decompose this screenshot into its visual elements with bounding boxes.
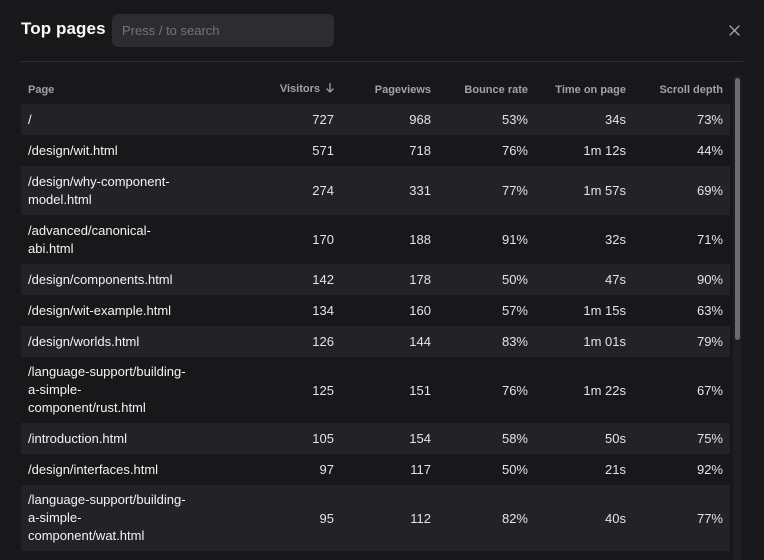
cell-scroll-depth: 90% (696, 272, 723, 287)
cell-bounce-rate: 50% (501, 462, 528, 477)
column-header-bounce-rate[interactable]: Bounce rate (464, 83, 528, 96)
cell-time-on-page: 47s (605, 272, 626, 287)
cell-page[interactable]: /design/wit-example.html (28, 302, 172, 318)
cell-pageviews: 117 (410, 462, 431, 477)
cell-time-on-page: 34s (605, 112, 626, 127)
table-row[interactable]: /language-support/building-a-simple-comp… (21, 357, 730, 423)
cell-visitors: 125 (312, 382, 334, 398)
cell-scroll-depth: 92% (696, 462, 723, 477)
cell-scroll-depth: 73% (696, 112, 723, 127)
cell-pageviews: 154 (409, 431, 431, 446)
column-header-pageviews[interactable]: Pageviews (374, 83, 431, 96)
cell-pageviews: 331 (409, 183, 431, 198)
cell-bounce-rate: 83% (501, 334, 528, 349)
cell-page[interactable]: / (28, 111, 32, 127)
close-button[interactable] (727, 23, 741, 37)
table-row[interactable]: /design/wit-example.html 134 160 57% 1m 15s 6… (21, 295, 730, 326)
cell-pageviews: 178 (409, 272, 431, 287)
cell-scroll-depth: 44% (696, 143, 723, 158)
top-pages-table: Page Visitors Pageviews Bounce rate Time… (21, 75, 730, 551)
cell-page[interactable]: /language-support/building-a-simple-comp… (28, 492, 186, 543)
cell-page[interactable]: /advanced/canonical-abi.html (28, 222, 151, 256)
table-row[interactable]: /design/worlds.html 126 144 83% 1m 01s 79% (21, 326, 730, 357)
cell-page[interactable]: /design/components.html (28, 271, 173, 287)
cell-visitors: 571 (312, 143, 334, 158)
table-row[interactable]: /design/wit.html 571 718 76% 1m 12s 44% (21, 135, 730, 166)
column-header-scroll-depth[interactable]: Scroll depth (659, 83, 723, 96)
cell-time-on-page: 1m 15s (583, 303, 626, 318)
cell-pageviews: 144 (409, 334, 431, 349)
cell-page[interactable]: /design/interfaces.html (28, 461, 159, 477)
cell-time-on-page: 1m 57s (583, 183, 626, 198)
scrollbar-thumb[interactable] (735, 78, 740, 340)
cell-page[interactable]: /introduction.html (28, 430, 127, 446)
cell-scroll-depth: 71% (696, 232, 723, 247)
cell-scroll-depth: 77% (696, 510, 723, 526)
cell-scroll-depth: 67% (696, 382, 723, 398)
table-row[interactable]: /introduction.html 105 154 58% 50s 75% (21, 423, 730, 454)
cell-bounce-rate: 58% (501, 431, 528, 446)
cell-visitors: 126 (312, 334, 334, 349)
cell-visitors: 170 (312, 232, 334, 247)
header-divider (21, 61, 743, 62)
cell-time-on-page: 1m 22s (583, 382, 626, 398)
cell-bounce-rate: 76% (501, 382, 528, 398)
cell-pageviews: 718 (409, 143, 431, 158)
table-header-row: Page Visitors Pageviews Bounce rate Time… (21, 75, 730, 104)
cell-bounce-rate: 57% (501, 303, 528, 318)
cell-scroll-depth: 63% (696, 303, 723, 318)
cell-visitors: 274 (312, 183, 334, 198)
cell-visitors: 105 (312, 431, 334, 446)
cell-time-on-page: 1m 01s (583, 334, 626, 349)
column-header-time-on-page[interactable]: Time on page (555, 83, 626, 96)
cell-bounce-rate: 77% (501, 183, 528, 198)
cell-visitors: 134 (312, 303, 334, 318)
cell-bounce-rate: 53% (501, 112, 528, 127)
cell-visitors: 97 (319, 462, 334, 477)
cell-visitors: 727 (312, 112, 334, 127)
table-row[interactable]: /design/why-component-model.html 274 331 77… (21, 166, 730, 215)
cell-pageviews: 968 (409, 112, 431, 127)
cell-time-on-page: 1m 12s (583, 143, 626, 158)
table-row[interactable]: /design/components.html 142 178 50% 47s 90% (21, 264, 730, 295)
cell-bounce-rate: 82% (501, 510, 528, 526)
cell-scroll-depth: 79% (696, 334, 723, 349)
table-row[interactable]: /design/interfaces.html 97 117 50% 21s 92% (21, 454, 730, 485)
cell-page[interactable]: /design/why-component-model.html (28, 173, 170, 207)
table-row[interactable]: / 727 968 53% 34s 73% (21, 104, 730, 135)
cell-bounce-rate: 76% (501, 143, 528, 158)
cell-scroll-depth: 69% (696, 183, 723, 198)
cell-scroll-depth: 75% (696, 431, 723, 446)
cell-bounce-rate: 50% (501, 272, 528, 287)
close-icon (728, 24, 740, 36)
cell-time-on-page: 40s (605, 510, 626, 526)
modal-header: Top pages (0, 0, 764, 62)
sort-descending-icon (326, 82, 334, 96)
table-container: Page Visitors Pageviews Bounce rate Time… (21, 75, 731, 560)
modal-title: Top pages (21, 19, 106, 38)
cell-pageviews: 151 (409, 382, 431, 398)
table-row[interactable]: /advanced/canonical-abi.html 170 188 91% 32s… (21, 215, 730, 264)
cell-page[interactable]: /design/wit.html (28, 142, 118, 158)
cell-pageviews: 160 (409, 303, 431, 318)
column-header-page[interactable]: Page (28, 83, 55, 96)
cell-page[interactable]: /design/worlds.html (28, 333, 140, 349)
cell-time-on-page: 21s (605, 462, 626, 477)
cell-visitors: 95 (319, 510, 334, 526)
cell-visitors: 142 (312, 272, 334, 287)
column-header-visitors[interactable]: Visitors (197, 75, 341, 104)
cell-time-on-page: 32s (605, 232, 626, 247)
search-input[interactable] (112, 14, 334, 47)
cell-pageviews: 188 (409, 232, 431, 247)
cell-time-on-page: 50s (605, 431, 626, 446)
cell-page[interactable]: /language-support/building-a-simple-comp… (28, 364, 186, 415)
cell-bounce-rate: 91% (501, 232, 528, 247)
table-row[interactable]: /language-support/building-a-simple-comp… (21, 485, 730, 551)
cell-pageviews: 112 (410, 510, 431, 526)
